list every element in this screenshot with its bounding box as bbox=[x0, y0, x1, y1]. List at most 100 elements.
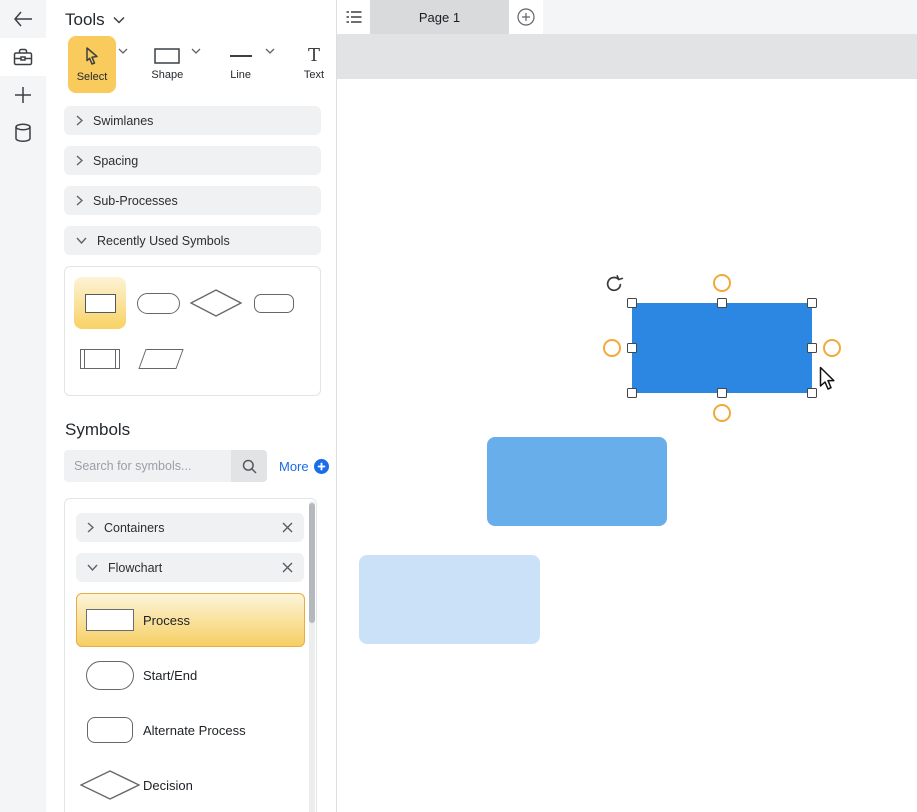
tool-label: Line bbox=[230, 69, 252, 81]
resize-handle[interactable] bbox=[806, 297, 817, 308]
tab-label: Page 1 bbox=[418, 9, 461, 25]
recent-symbol-predefined-process[interactable] bbox=[74, 333, 126, 385]
toolbox-icon bbox=[13, 48, 33, 66]
recent-symbol-terminator[interactable] bbox=[132, 277, 184, 329]
cursor-icon bbox=[85, 47, 98, 65]
tool-row: Select Shape Line bbox=[46, 30, 336, 93]
symbol-item-decision[interactable]: Decision bbox=[76, 758, 305, 812]
resize-handle[interactable] bbox=[806, 387, 817, 398]
connection-point[interactable] bbox=[713, 274, 731, 292]
resize-handle[interactable] bbox=[626, 297, 637, 308]
section-label: Swimlanes bbox=[93, 113, 154, 128]
resize-handle[interactable] bbox=[626, 387, 637, 398]
line-dropdown-chevron-icon[interactable] bbox=[265, 48, 275, 54]
line-icon bbox=[229, 55, 252, 57]
section-spacing[interactable]: Spacing bbox=[64, 146, 321, 175]
select-tool-button[interactable]: Select bbox=[68, 36, 116, 93]
tools-panel: Tools Select Shape bbox=[46, 0, 337, 812]
symbol-item-alternate-process[interactable]: Alternate Process bbox=[76, 703, 305, 757]
symbol-search-input[interactable] bbox=[64, 450, 231, 482]
toolbox-panel-button[interactable] bbox=[0, 38, 46, 76]
more-label: More bbox=[279, 458, 309, 474]
section-list: Swimlanes Spacing Sub-Processes Recently… bbox=[46, 93, 336, 255]
chevron-right-icon bbox=[76, 115, 83, 126]
tool-group-line: Line bbox=[219, 36, 283, 93]
tool-label: Shape bbox=[151, 69, 184, 81]
decision-shape-icon bbox=[190, 289, 242, 317]
close-icon[interactable] bbox=[282, 562, 293, 573]
resize-handle[interactable] bbox=[806, 342, 817, 353]
database-icon bbox=[15, 123, 31, 143]
page-list-icon bbox=[346, 11, 361, 23]
line-tool-button[interactable]: Line bbox=[219, 36, 263, 93]
shape-dropdown-chevron-icon[interactable] bbox=[191, 48, 201, 54]
page-tab-bar: Page 1 bbox=[337, 0, 917, 34]
section-recently-used-symbols[interactable]: Recently Used Symbols bbox=[64, 226, 321, 255]
process-shape-icon bbox=[84, 293, 116, 313]
select-dropdown-chevron-icon[interactable] bbox=[118, 48, 128, 54]
parallelogram-shape-icon bbox=[138, 349, 184, 369]
page-surface[interactable] bbox=[337, 0, 917, 812]
recent-symbol-rounded-rectangle[interactable] bbox=[248, 277, 300, 329]
add-page-button[interactable] bbox=[509, 0, 543, 34]
rounded-rectangle-shape-icon bbox=[254, 293, 294, 313]
recent-symbol-process[interactable] bbox=[74, 277, 126, 329]
filter-label: Flowchart bbox=[108, 560, 163, 575]
connection-point[interactable] bbox=[713, 404, 731, 422]
filter-label: Containers bbox=[104, 520, 165, 535]
add-shapes-button[interactable] bbox=[0, 76, 46, 114]
tool-label: Text bbox=[303, 69, 325, 81]
section-label: Sub-Processes bbox=[93, 193, 178, 208]
tools-panel-header[interactable]: Tools bbox=[46, 0, 336, 30]
back-button[interactable] bbox=[0, 0, 46, 38]
page-margin bbox=[337, 34, 917, 79]
add-page-icon bbox=[517, 8, 535, 26]
resize-handle[interactable] bbox=[626, 342, 637, 353]
text-icon: T bbox=[307, 45, 320, 66]
connection-point[interactable] bbox=[823, 339, 841, 357]
data-panel-button[interactable] bbox=[0, 114, 46, 152]
canvas-shape-selected[interactable] bbox=[603, 274, 841, 422]
resize-handle[interactable] bbox=[716, 387, 727, 398]
section-swimlanes[interactable]: Swimlanes bbox=[64, 106, 321, 135]
symbols-scrollbar-thumb[interactable] bbox=[309, 503, 315, 623]
tool-label: Select bbox=[76, 71, 108, 83]
chevron-right-icon bbox=[87, 522, 94, 533]
symbol-item-start-end[interactable]: Start/End bbox=[76, 648, 305, 702]
symbol-search-row: More bbox=[46, 440, 336, 482]
symbol-label: Decision bbox=[143, 777, 193, 793]
section-sub-processes[interactable]: Sub-Processes bbox=[64, 186, 321, 215]
predefined-process-shape-icon bbox=[80, 349, 120, 369]
more-shapes-link[interactable]: More bbox=[279, 458, 329, 474]
recent-symbol-decision[interactable] bbox=[190, 277, 242, 329]
tab-page-1[interactable]: Page 1 bbox=[370, 0, 509, 34]
filter-chip-containers[interactable]: Containers bbox=[76, 513, 304, 542]
tool-group-shape: Shape bbox=[145, 36, 209, 93]
decision-shape-icon bbox=[80, 770, 140, 800]
plus-circle-icon bbox=[313, 458, 329, 474]
chevron-down-icon bbox=[76, 237, 87, 244]
canvas-shape[interactable] bbox=[359, 555, 540, 644]
resize-handle[interactable] bbox=[716, 297, 727, 308]
panel-title: Tools bbox=[65, 10, 105, 29]
close-icon[interactable] bbox=[282, 522, 293, 533]
symbol-item-process[interactable]: Process bbox=[76, 593, 305, 647]
shape-tool-button[interactable]: Shape bbox=[145, 36, 189, 93]
connection-point[interactable] bbox=[603, 339, 621, 357]
canvas-shape[interactable] bbox=[487, 437, 667, 526]
tool-group-text: T Text bbox=[292, 36, 336, 93]
symbol-search-button[interactable] bbox=[231, 450, 267, 482]
chevron-down-icon bbox=[113, 16, 125, 24]
left-icon-rail bbox=[0, 0, 46, 812]
symbols-heading: Symbols bbox=[65, 420, 131, 439]
symbols-scrollbar[interactable] bbox=[309, 501, 315, 812]
page-list-button[interactable] bbox=[337, 0, 370, 34]
process-shape-icon bbox=[86, 609, 134, 631]
rotate-handle-icon[interactable] bbox=[604, 274, 624, 294]
text-tool-button[interactable]: T Text bbox=[292, 36, 336, 93]
filter-chip-flowchart[interactable]: Flowchart bbox=[76, 553, 304, 582]
recent-symbol-parallelogram[interactable] bbox=[132, 333, 184, 385]
chevron-right-icon bbox=[76, 195, 83, 206]
symbol-label: Process bbox=[143, 612, 190, 628]
tool-group-select: Select bbox=[68, 36, 136, 93]
